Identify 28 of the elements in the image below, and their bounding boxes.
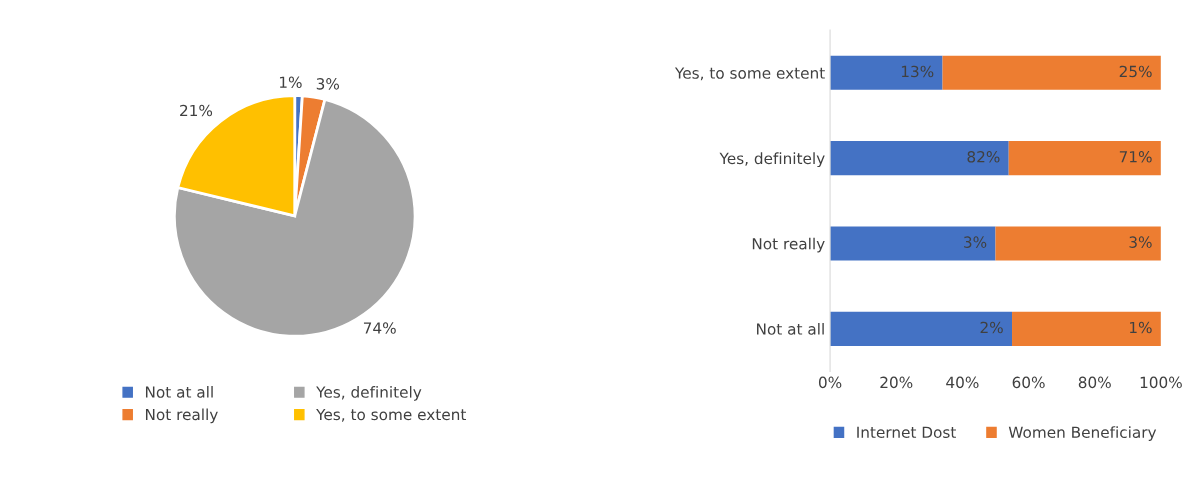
- annotation: 3%: [964, 236, 987, 248]
- annotation: 3%: [1129, 236, 1152, 248]
- x-tick-label: 80%: [1078, 376, 1111, 389]
- annotation: 13%: [901, 65, 934, 78]
- annotation: 71%: [1119, 151, 1152, 163]
- annotation: 2%: [980, 321, 1003, 334]
- x-tick-label: 20%: [880, 376, 913, 389]
- data-label: 21%: [180, 104, 213, 117]
- legend-label: Women Beneficiary: [1008, 426, 1157, 441]
- data-label: 1%: [279, 76, 302, 89]
- legend-label: Yes, to some extent: [316, 408, 467, 422]
- data-label: 3%: [316, 78, 340, 90]
- legend-label: Not really: [145, 408, 218, 424]
- legend-label: Internet Dost: [857, 426, 956, 439]
- annotation: 25%: [1119, 65, 1152, 78]
- data-label: 74%: [363, 322, 396, 334]
- y-tick-label: Yes, definitely: [719, 152, 825, 168]
- y-tick-label: Yes, to some extent: [674, 67, 825, 81]
- x-tick-label: 0%: [818, 376, 842, 389]
- x-tick-label: 100%: [1140, 376, 1182, 389]
- annotation: 1%: [1130, 321, 1152, 334]
- x-tick-label: 60%: [1012, 376, 1045, 389]
- y-tick-label: Not really: [752, 237, 825, 253]
- annotation: 82%: [967, 151, 1000, 163]
- legend-label: Not at all: [145, 386, 213, 398]
- y-tick-label: Not at all: [757, 323, 824, 335]
- x-tick-label: 40%: [946, 376, 979, 389]
- legend-label: Yes, definitely: [316, 386, 422, 401]
